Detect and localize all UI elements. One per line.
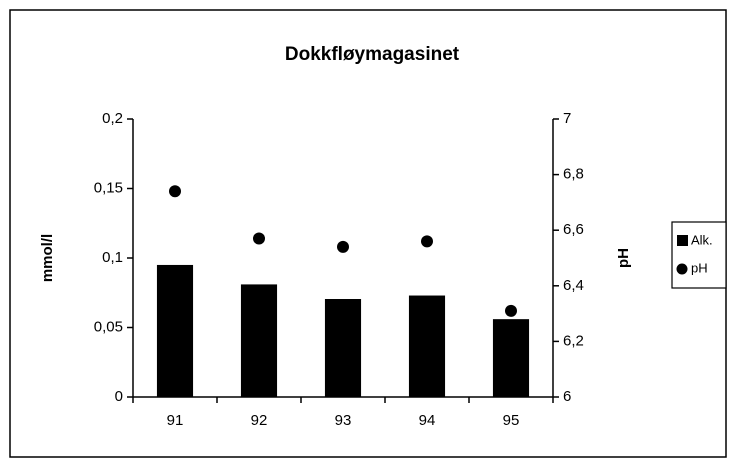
bar: [408, 295, 446, 397]
chart-title: Dokkfløymagasinet: [285, 44, 460, 65]
point: [253, 232, 265, 245]
point: [505, 304, 517, 317]
point: [421, 235, 433, 248]
legend-box: [671, 221, 727, 289]
y-tick-label: 0,2: [102, 110, 123, 127]
y2-tick-label: 6,8: [563, 166, 584, 183]
bar: [492, 319, 530, 397]
bar: [240, 284, 278, 397]
bar: [324, 299, 362, 397]
x-tick-label: 91: [167, 412, 184, 429]
y-tick-label: 0,1: [102, 249, 123, 266]
legend-swatch: [676, 263, 688, 275]
x-tick-label: 93: [335, 412, 352, 429]
legend-label: Alk.: [691, 232, 713, 247]
y-tick-label: 0: [115, 388, 123, 405]
y2-tick-label: 6,2: [563, 332, 584, 349]
y2-tick-label: 7: [563, 110, 571, 127]
y2-tick-label: 6,4: [563, 277, 584, 294]
y2-tick-label: 6: [563, 388, 571, 405]
y-tick-label: 0,05: [94, 318, 123, 335]
y-axis-label: mmol/l: [39, 234, 56, 282]
point: [169, 185, 181, 198]
legend-swatch: [677, 235, 688, 246]
x-tick-label: 92: [251, 412, 268, 429]
point: [337, 240, 349, 253]
y2-tick-label: 6,6: [563, 221, 584, 238]
chart-border: [9, 9, 727, 458]
x-tick-label: 95: [503, 412, 520, 429]
y-tick-label: 0,15: [94, 179, 123, 196]
bar: [156, 264, 194, 397]
y2-axis-label: pH: [615, 248, 632, 268]
legend-label: pH: [691, 260, 708, 275]
x-tick-label: 94: [419, 412, 436, 429]
